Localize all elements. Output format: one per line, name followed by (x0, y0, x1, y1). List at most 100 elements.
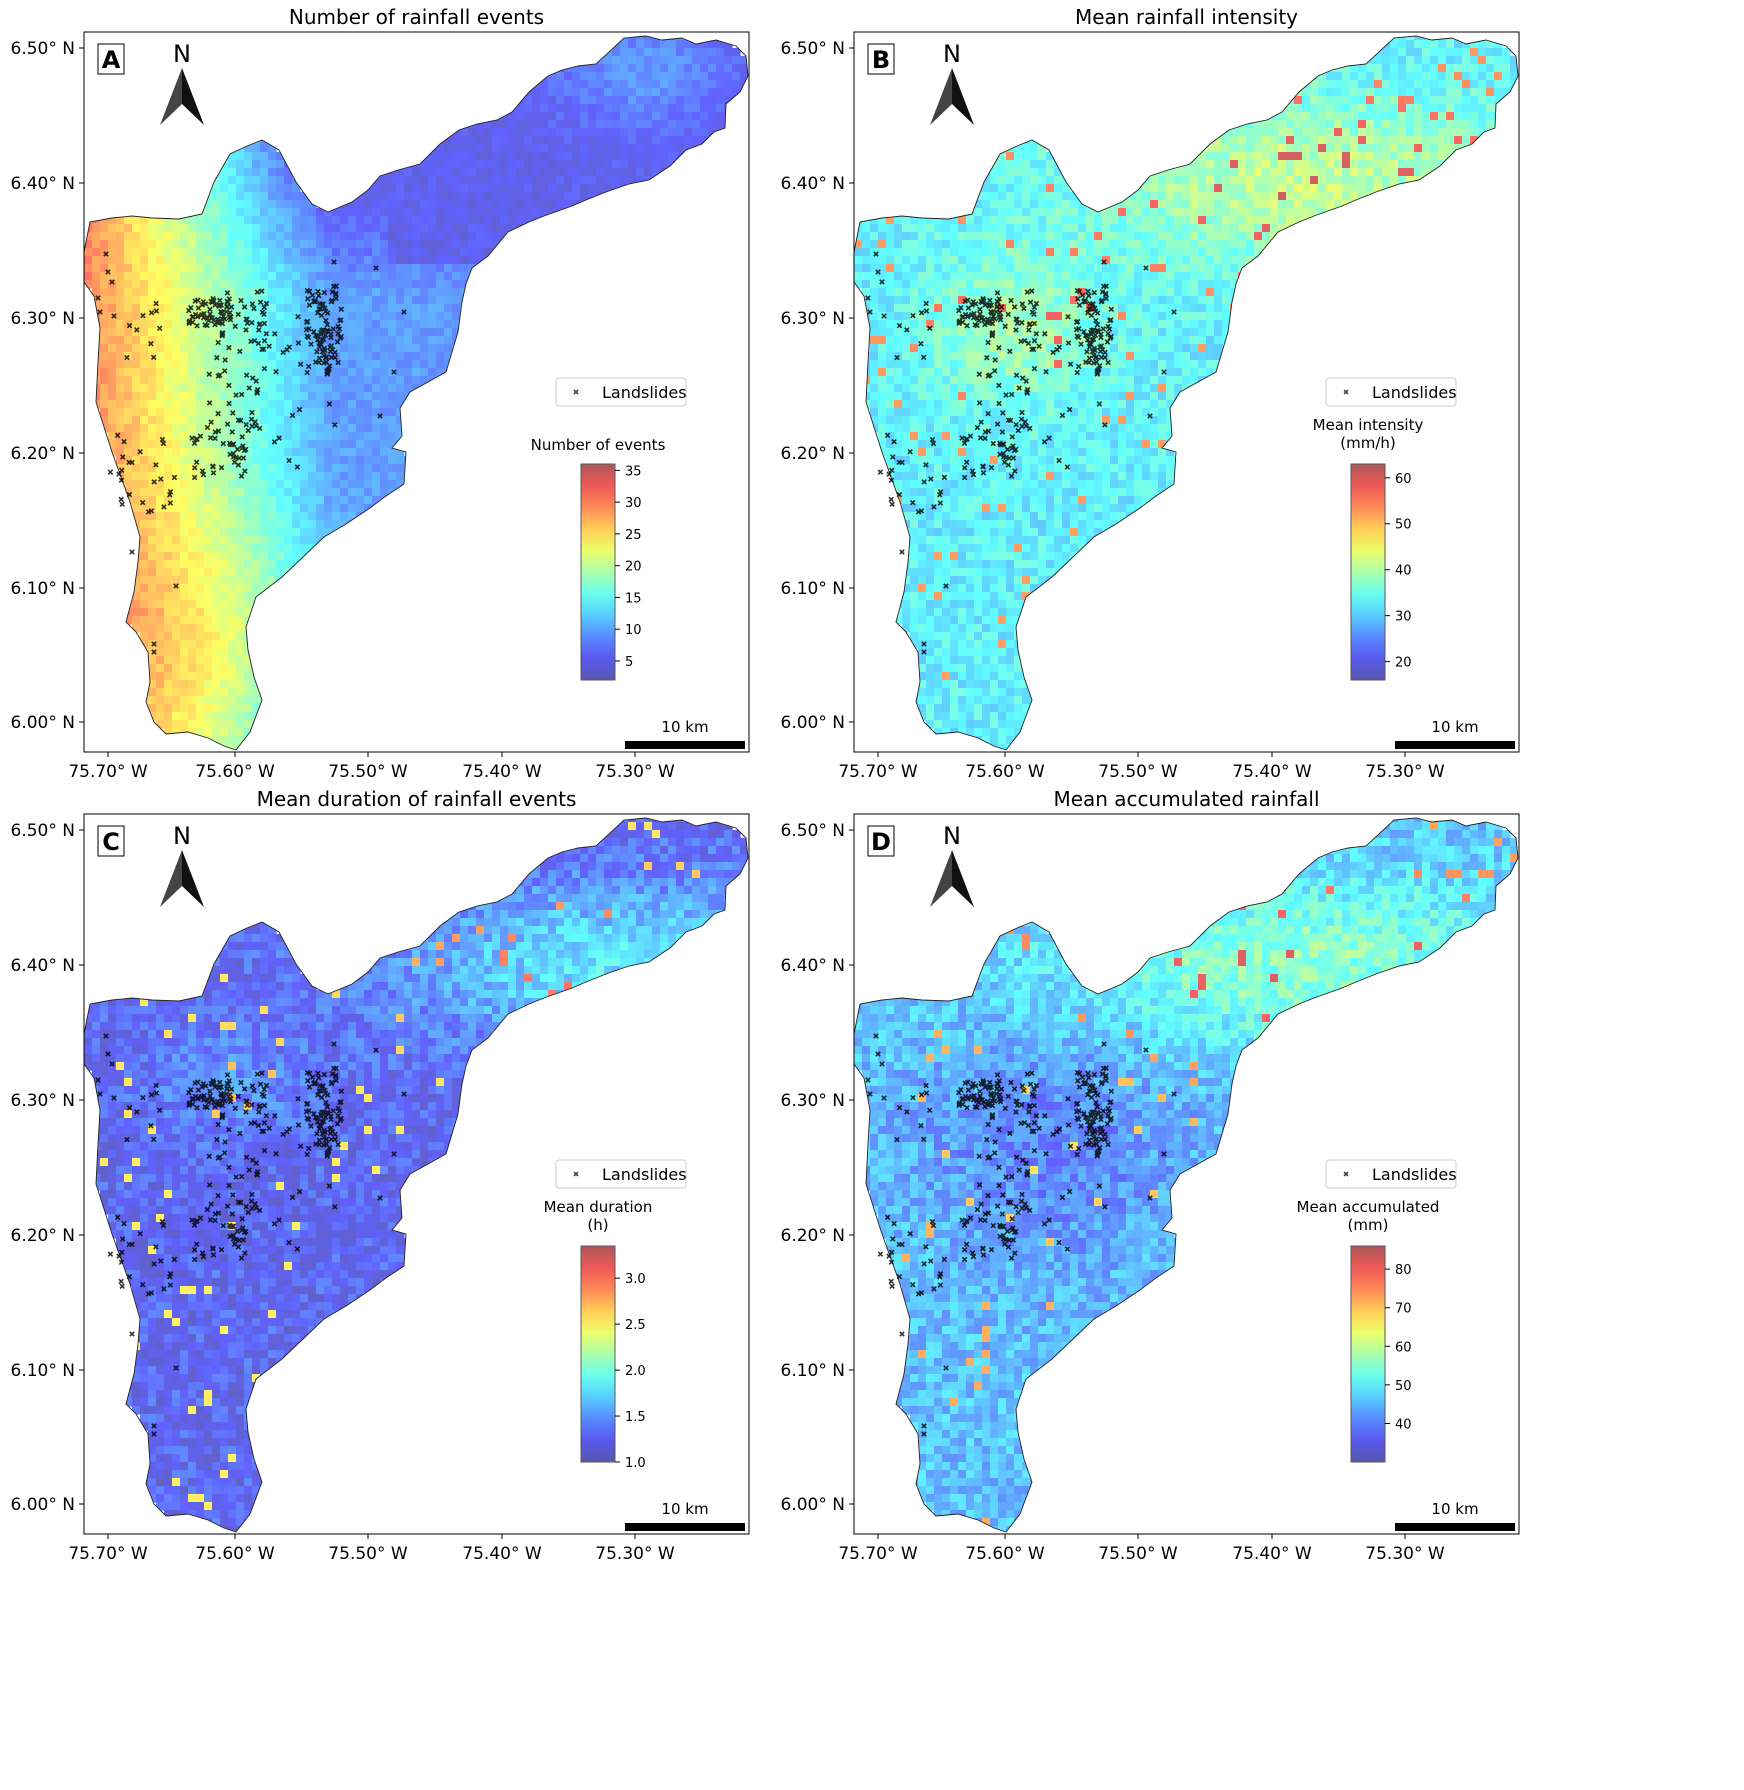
scale-bar-label: 10 km (661, 1500, 708, 1518)
landslide-point (1050, 349, 1056, 356)
landslide-point (1100, 1065, 1107, 1072)
landslide-point (218, 302, 225, 308)
landslide-point (985, 1155, 992, 1161)
landslide-point (960, 313, 966, 320)
landslide-point (199, 1093, 205, 1100)
landslide-point (309, 1074, 316, 1081)
landslide-point (332, 1073, 339, 1080)
landslide-point (242, 468, 248, 474)
landslide-point (216, 1084, 223, 1090)
landslide-point (218, 464, 225, 471)
landslide-point (226, 1222, 233, 1228)
landslide-point (256, 1109, 262, 1115)
landslide-point (930, 1222, 937, 1229)
landslide-point (1065, 314, 1071, 320)
landslide-point (1013, 372, 1020, 379)
landslide-point (1031, 1147, 1038, 1154)
landslide-point (987, 297, 993, 304)
landslide-point (980, 470, 987, 476)
landslide-point (260, 1128, 267, 1134)
landslide-point (989, 316, 995, 322)
landslide-point (1073, 319, 1080, 325)
landslide-point (1143, 265, 1149, 271)
landslide-point (982, 435, 988, 442)
landslide-point (896, 1241, 902, 1248)
landslide-point (243, 1154, 250, 1161)
landslide-point (325, 1111, 332, 1117)
landslide-point (1086, 340, 1093, 346)
landslide-point (1088, 1094, 1095, 1101)
landslide-point (224, 421, 231, 427)
landslide-point (337, 317, 343, 324)
landslide-point (879, 1061, 885, 1067)
landslide-point (923, 1082, 929, 1089)
landslide-point (921, 1261, 927, 1267)
legend-label: Landslides (1372, 1165, 1457, 1184)
panel-letter: A (102, 46, 121, 74)
landslide-point (962, 1080, 968, 1086)
landslide-point (961, 1222, 968, 1228)
landslide-point (212, 1084, 218, 1090)
landslide-point (969, 468, 976, 474)
landslide-point (296, 1188, 303, 1195)
lat-tick-label: 6.50° N (781, 39, 845, 59)
landslide-point (888, 496, 894, 503)
landslide-point (119, 1249, 125, 1256)
landslide-point (918, 1122, 924, 1129)
landslide-point (235, 1093, 242, 1100)
landslide-point (207, 435, 214, 441)
landslide-point (985, 373, 992, 379)
landslide-point (1064, 464, 1071, 470)
landslide-point (1027, 299, 1034, 306)
landslide-point (306, 1084, 313, 1090)
landslide-point (1056, 1126, 1063, 1132)
landslide-point (139, 1281, 146, 1288)
landslide-point (891, 438, 897, 445)
landslide-point (212, 435, 218, 442)
landslide-point (256, 327, 262, 333)
lat-tick-label: 6.40° N (781, 956, 845, 976)
landslide-point (1056, 457, 1062, 464)
landslide-point (888, 477, 895, 484)
landslide-point (199, 468, 206, 474)
landslide-point (335, 1105, 341, 1112)
landslide-point (1081, 1110, 1087, 1117)
landslide-point (1107, 317, 1113, 324)
scale-bar (1395, 741, 1515, 749)
landslide-point (1019, 1101, 1025, 1108)
landslide-point (215, 1155, 222, 1161)
landslide-point (1067, 361, 1074, 368)
landslide-point (881, 1095, 887, 1101)
landslide-point (321, 345, 327, 352)
landslide-point (999, 1211, 1006, 1217)
landslide-point (245, 427, 252, 434)
landslide-point (965, 313, 971, 319)
landslide-point (261, 1147, 268, 1154)
landslide-point (889, 467, 895, 474)
landslide-point (1023, 423, 1029, 429)
landslide-point (1027, 321, 1033, 327)
landslide-point (923, 462, 929, 468)
landslide-point (224, 290, 231, 296)
landslide-point (219, 1098, 225, 1104)
lat-tick-label: 6.20° N (11, 1226, 75, 1246)
landslide-point (195, 1095, 201, 1101)
landslide-point (312, 297, 318, 304)
landslide-point (921, 1423, 927, 1429)
landslide-point (1076, 1107, 1082, 1114)
landslide-point (333, 295, 339, 302)
landslide-point (996, 344, 1002, 351)
scale-bar-label: 10 km (661, 718, 708, 736)
colorbar-tick-label: 1.5 (625, 1410, 646, 1425)
landslide-point (1075, 334, 1082, 341)
landslide-point (1101, 259, 1107, 265)
landslide-point (224, 1072, 231, 1078)
landslide-point (985, 410, 991, 417)
landslide-point (215, 373, 222, 379)
landslide-point (305, 334, 312, 341)
landslide-point (253, 1205, 259, 1211)
landslide-point (190, 313, 196, 320)
landslide-point (1008, 297, 1014, 304)
landslide-point (1079, 292, 1086, 299)
landslide-point (226, 382, 232, 389)
